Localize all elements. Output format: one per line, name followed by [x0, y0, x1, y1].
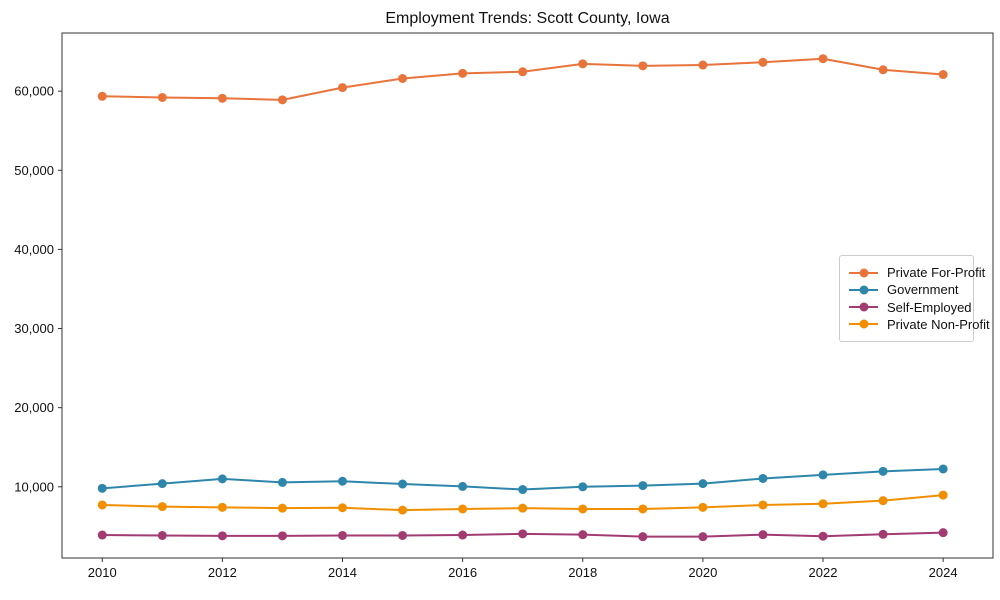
chart-point	[157, 479, 167, 489]
chart-point	[638, 504, 648, 514]
chart-point	[878, 529, 888, 539]
chart-point	[97, 500, 107, 510]
chart-point	[938, 464, 948, 474]
legend-swatch-icon	[849, 268, 878, 277]
y-tick-label: 50,000	[14, 163, 54, 178]
legend-swatch-icon	[849, 319, 878, 329]
chart-point	[578, 482, 588, 492]
chart-point	[638, 61, 648, 71]
chart-point	[217, 502, 227, 512]
chart-point	[458, 68, 468, 78]
y-tick-label: 40,000	[14, 242, 54, 257]
chart-point	[97, 530, 107, 540]
chart-point	[518, 67, 528, 77]
legend-marker-icon	[859, 302, 868, 312]
chart-point	[157, 530, 167, 540]
chart-point	[638, 532, 648, 542]
chart-point	[217, 474, 227, 484]
chart-point	[157, 502, 167, 512]
y-tick-label: 10,000	[14, 479, 54, 494]
chart-point	[818, 499, 828, 509]
legend-label: Self-Employed	[887, 299, 972, 315]
chart-point	[698, 479, 708, 489]
chart-point	[338, 83, 348, 93]
x-tick-label: 2020	[688, 565, 717, 580]
chart-point	[518, 503, 528, 513]
chart-point	[97, 91, 107, 101]
legend: Private For-Profit Government Self-Employe…	[839, 255, 990, 342]
chart-point	[578, 59, 588, 69]
chart-point	[818, 470, 828, 480]
legend-marker-icon	[859, 285, 868, 295]
chart-point	[938, 70, 948, 80]
x-tick-label: 2014	[328, 565, 357, 580]
chart-point	[938, 490, 948, 500]
chart-point	[277, 531, 287, 541]
chart-point	[758, 57, 768, 67]
chart-point	[338, 476, 348, 486]
chart-point	[758, 530, 768, 540]
chart-point	[217, 531, 227, 541]
chart-point	[398, 530, 408, 540]
chart-point	[578, 504, 588, 514]
x-tick-label: 2012	[208, 565, 237, 580]
chart-point	[878, 496, 888, 506]
chart-point	[878, 466, 888, 476]
legend-swatch-icon	[849, 302, 878, 312]
x-tick-label: 2022	[809, 565, 838, 580]
y-tick-label: 60,000	[14, 84, 54, 99]
legend-label: Private Non-Profit	[887, 316, 990, 332]
y-tick-label: 30,000	[14, 321, 54, 336]
chart-point	[277, 477, 287, 487]
chart-point	[157, 92, 167, 102]
chart-point	[818, 54, 828, 64]
chart-point	[698, 60, 708, 70]
x-tick-label: 2016	[448, 565, 477, 580]
legend-item-self-employed: Self-Employed	[849, 299, 972, 316]
legend-item-private-non-profit: Private Non-Profit	[849, 316, 990, 333]
legend-swatch-icon	[849, 285, 878, 295]
legend-item-government: Government	[849, 281, 964, 298]
legend-marker-icon	[859, 319, 868, 329]
chart-title: Employment Trends: Scott County, Iowa	[385, 10, 670, 27]
chart-point	[338, 530, 348, 540]
legend-marker-icon	[859, 268, 868, 277]
chart-point	[578, 530, 588, 540]
chart-point	[458, 504, 468, 514]
legend-label: Government	[887, 282, 959, 298]
chart-point	[277, 503, 287, 513]
chart-point	[398, 505, 408, 515]
chart-point	[97, 483, 107, 493]
chart-line-private-for-profit	[101, 57, 945, 101]
chart-point	[398, 479, 408, 489]
chart-point	[758, 500, 768, 510]
x-tick-label: 2018	[568, 565, 597, 580]
x-tick-label: 2024	[929, 565, 958, 580]
plot-border	[61, 32, 994, 559]
chart-point	[277, 95, 287, 105]
chart-point	[938, 528, 948, 538]
chart-point	[698, 502, 708, 512]
chart-point	[217, 93, 227, 103]
legend-item-private-for-profit: Private For-Profit	[849, 264, 985, 281]
x-tick-label: 2010	[88, 565, 117, 580]
legend-label: Private For-Profit	[887, 265, 986, 280]
chart-point	[638, 481, 648, 491]
chart-point	[758, 473, 768, 483]
chart-point	[878, 65, 888, 75]
chart-point	[698, 532, 708, 542]
chart-point	[518, 485, 528, 495]
chart-point	[518, 529, 528, 539]
y-tick-label: 20,000	[14, 400, 54, 415]
chart-point	[398, 73, 408, 83]
chart-point	[458, 530, 468, 540]
chart-point	[818, 531, 828, 541]
chart-point	[338, 503, 348, 513]
chart-point	[458, 481, 468, 491]
